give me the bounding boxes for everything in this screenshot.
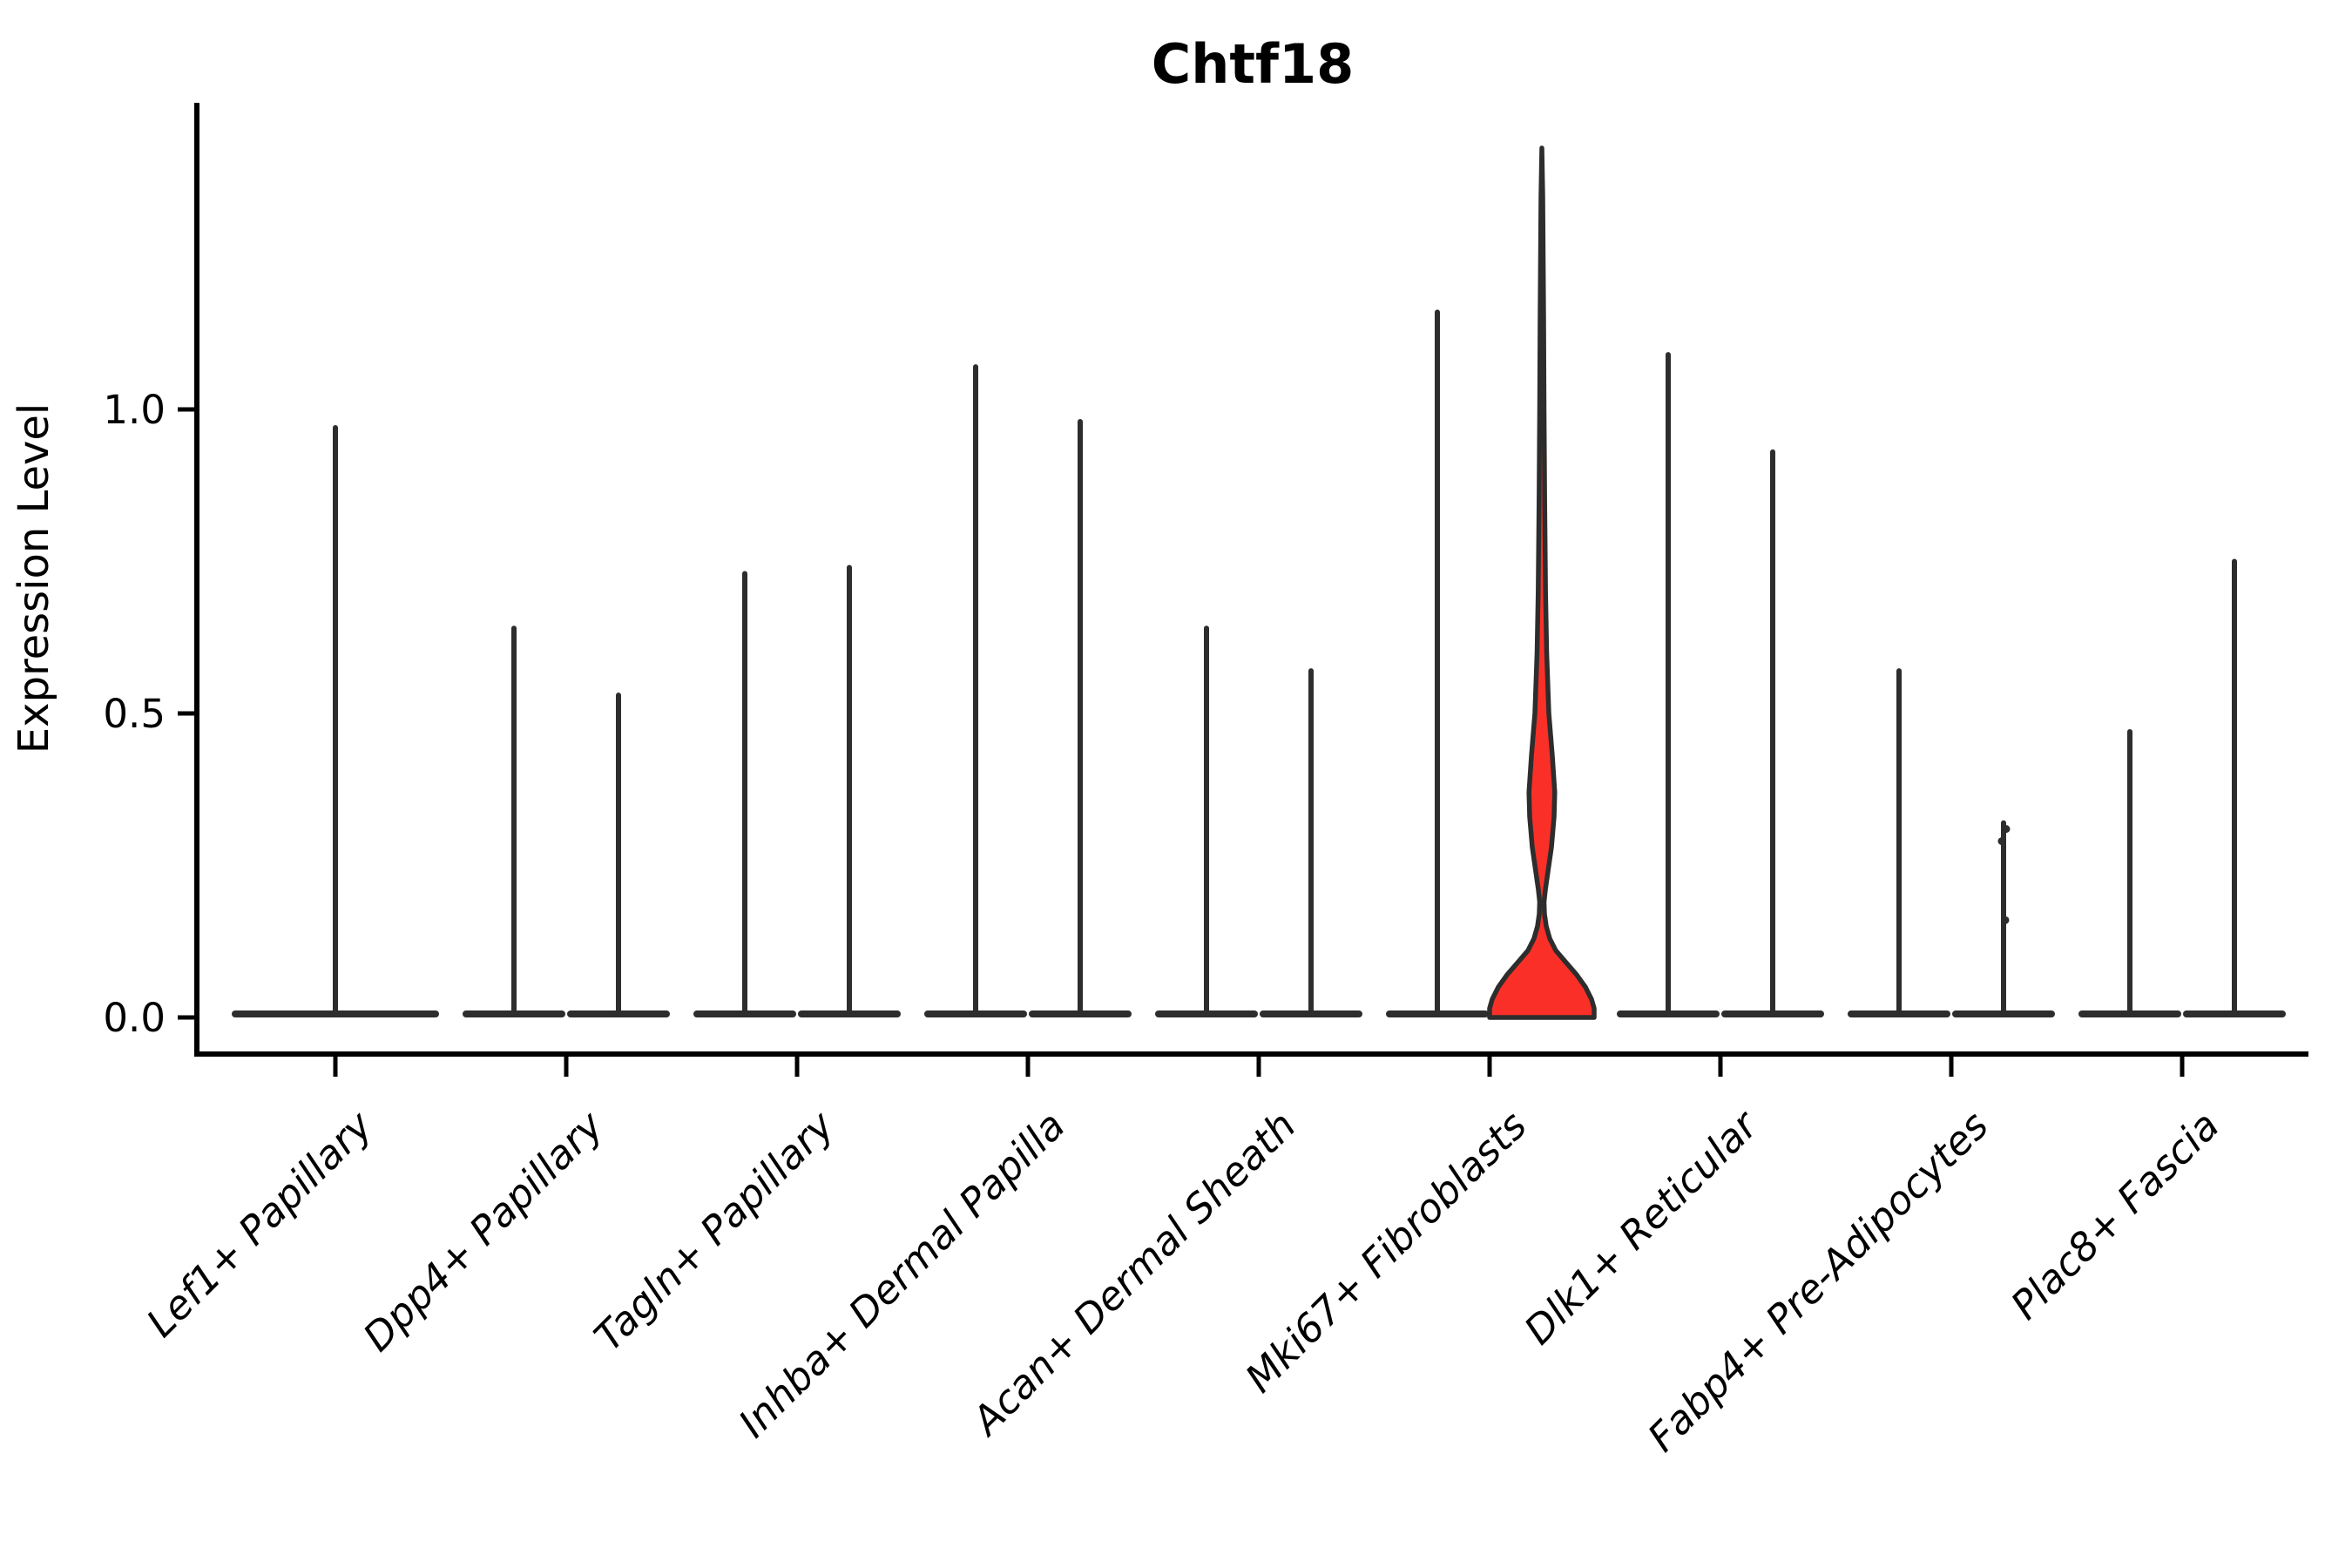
y-tick-label: 1.0 (103, 387, 166, 433)
x-tick-label: Dlk1+ Reticular (1515, 1101, 1767, 1354)
jitter-dot (2002, 825, 2011, 834)
violins-group (232, 145, 2286, 1020)
x-tick-label: Tagln+ Papillary (585, 1101, 844, 1360)
jitter-dot (2001, 916, 2010, 924)
x-tick-label: Plac8+ Fascia (2002, 1102, 2228, 1328)
x-tick-label: Lef1+ Papillary (138, 1101, 382, 1346)
y-axis-label: Expression Level (10, 403, 58, 754)
plot-title: Chtf18 (1152, 32, 1355, 96)
y-tick-label: 0.5 (103, 691, 166, 737)
y-tick-label: 0.0 (103, 995, 166, 1041)
jitter-dot (1997, 837, 2006, 846)
violin-filled (1487, 145, 1597, 1020)
x-tick-label: Dpp4+ Papillary (355, 1101, 613, 1360)
